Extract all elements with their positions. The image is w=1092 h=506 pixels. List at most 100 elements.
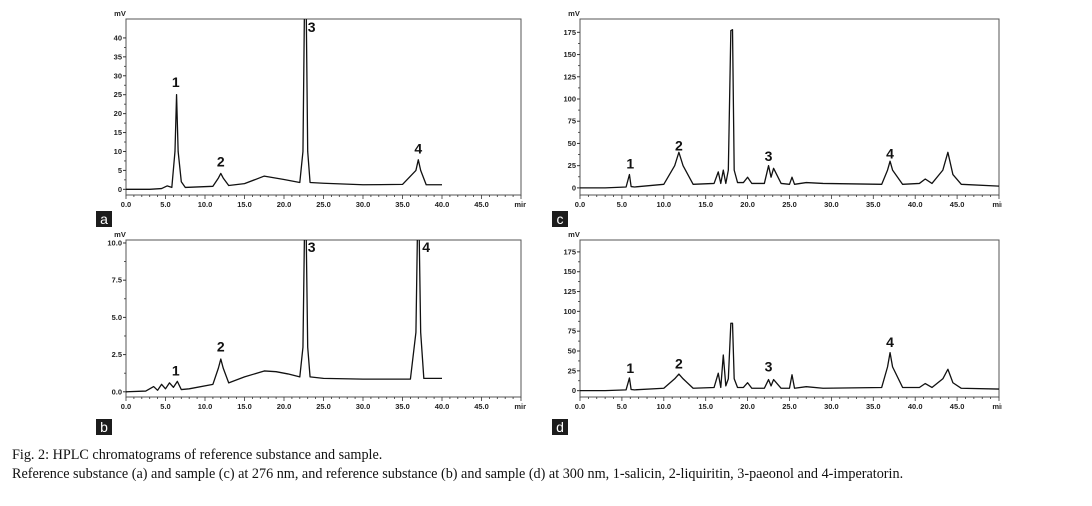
x-tick-label: 10.0 [656,200,671,209]
y-tick-label: 150 [563,267,576,276]
x-tick-label: 30.0 [356,200,371,209]
y-tick-label: 5 [118,166,122,175]
x-tick-label: 20.0 [277,200,292,209]
chromatogram-trace [126,240,442,393]
x-tick-label: 5.0 [160,200,170,209]
peak-label-3: 3 [308,19,316,35]
y-tick-label: 0 [572,183,576,192]
x-axis-unit: min [992,402,1002,411]
y-axis-unit: mV [114,230,126,239]
y-tick-label: 7.5 [112,276,122,285]
peak-label-2: 2 [675,138,683,154]
chart-d: 0 25 50 75 100 125 150 175 mV 0.0 5.0 10.0 15.0 20.0 2… [563,230,1002,411]
chromatogram-panel-d: 0 25 50 75 100 125 150 175 mV 0.0 5.0 10.0 15.0 20.0 2… [552,220,1002,436]
panel-label-a: a [96,211,112,227]
y-tick-label: 15 [114,128,122,137]
chromatogram-trace [580,322,999,392]
y-tick-label: 100 [563,307,576,316]
y-tick-label: 10.0 [107,238,122,247]
peak-label-3: 3 [765,359,773,375]
x-tick-label: 45.0 [474,200,489,209]
y-tick-label: 2.5 [112,350,122,359]
peak-label-1: 1 [626,360,634,376]
y-tick-label: 25 [568,366,576,375]
peak-label-1: 1 [172,362,180,378]
y-tick-label: 25 [114,90,122,99]
x-tick-label: 40.0 [908,402,923,411]
y-tick-label: 75 [568,327,576,336]
caption-title: Fig. 2: HPLC chromatograms of reference … [12,447,383,463]
y-tick-label: 30 [114,71,122,80]
chromatogram-panel-b: 0.0 2.5 5.0 7.5 10.0 mV 0.0 5.0 10.0 15.0 20.0 25.0… [96,220,526,436]
y-tick-label: 75 [568,117,576,126]
x-tick-label: 30.0 [824,200,839,209]
peak-label-4: 4 [414,140,422,156]
x-tick-label: 25.0 [316,402,331,411]
y-tick-label: 125 [563,72,576,81]
y-axis-unit: mV [568,230,580,239]
x-axis-unit: min [514,402,526,411]
x-tick-label: 15.0 [237,402,252,411]
x-tick-label: 40.0 [908,200,923,209]
y-tick-label: 0 [572,386,576,395]
peak-label-4: 4 [886,334,894,350]
y-tick-label: 100 [563,95,576,104]
y-tick-label: 125 [563,287,576,296]
y-axis-unit: mV [568,9,580,18]
y-tick-label: 35 [114,52,122,61]
x-tick-label: 15.0 [237,200,252,209]
y-tick-label: 150 [563,50,576,59]
y-tick-label: 25 [568,161,576,170]
y-tick-label: 10 [114,147,122,156]
panel-label-c: c [552,211,568,227]
x-axis-unit: min [992,200,1002,209]
chart-c: 0 25 50 75 100 125 150 175 mV 0.0 5.0 10.0 15.0 20.0 2… [563,9,1002,209]
peak-label-2: 2 [217,154,225,170]
y-tick-label: 20 [114,109,122,118]
x-tick-label: 40.0 [435,402,450,411]
peak-label-2: 2 [675,355,683,371]
plot-frame [579,239,1000,398]
figure-caption: Fig. 2: HPLC chromatograms of reference … [12,446,1087,484]
x-tick-label: 20.0 [740,200,755,209]
x-tick-label: 5.0 [617,200,627,209]
x-tick-label: 35.0 [866,200,881,209]
x-tick-label: 25.0 [782,200,797,209]
x-tick-label: 35.0 [395,402,410,411]
x-tick-label: 5.0 [160,402,170,411]
peak-label-3: 3 [308,239,316,255]
x-tick-label: 10.0 [198,402,213,411]
peak-label-4: 4 [422,239,430,255]
x-tick-label: 25.0 [316,200,331,209]
chromatogram-panel-a: 0 5 10 15 20 25 30 35 40 mV 0.0 5.0 10.0 15.0 20.0 25.0… [96,5,526,227]
y-tick-label: 0 [118,185,122,194]
chromatogram-trace [126,19,442,190]
y-tick-label: 50 [568,139,576,148]
x-tick-label: 10.0 [656,402,671,411]
y-axis-unit: mV [114,9,126,18]
plot-frame [125,18,522,196]
y-tick-label: 5.0 [112,313,122,322]
peak-label-4: 4 [886,146,894,162]
x-tick-label: 45.0 [950,200,965,209]
chart-a: 0 5 10 15 20 25 30 35 40 mV 0.0 5.0 10.0 15.0 20.0 25.0… [114,9,526,209]
x-tick-label: 35.0 [395,200,410,209]
y-tick-label: 40 [114,33,122,42]
y-tick-label: 0.0 [112,387,122,396]
x-tick-label: 0.0 [575,200,585,209]
peak-label-1: 1 [626,155,634,171]
x-tick-label: 45.0 [474,402,489,411]
x-tick-label: 0.0 [121,200,131,209]
x-tick-label: 20.0 [277,402,292,411]
peak-label-3: 3 [765,148,773,164]
x-tick-label: 5.0 [617,402,627,411]
x-tick-label: 40.0 [435,200,450,209]
y-tick-label: 175 [563,28,576,37]
x-axis-unit: min [514,200,526,209]
x-tick-label: 25.0 [782,402,797,411]
x-tick-label: 0.0 [121,402,131,411]
x-tick-label: 20.0 [740,402,755,411]
y-tick-label: 50 [568,347,576,356]
plot-frame [125,239,522,398]
